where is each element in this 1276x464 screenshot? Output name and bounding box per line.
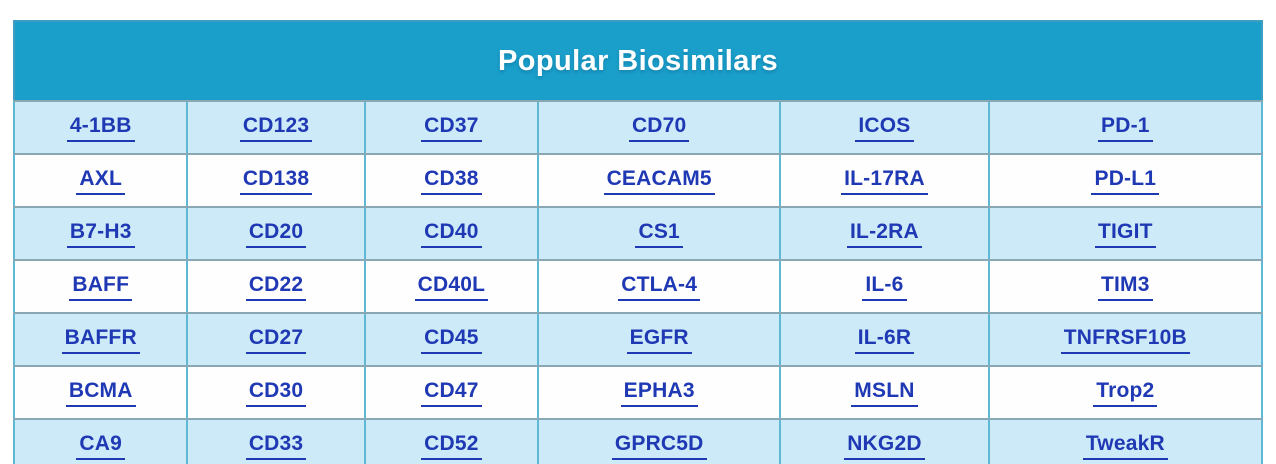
table-cell: CD33 [186,418,366,464]
biosimilar-link[interactable]: IL-17RA [841,167,928,195]
biosimilar-link[interactable]: CS1 [635,220,683,248]
table-cell: CD52 [363,418,540,464]
biosimilar-link[interactable]: EGFR [626,326,692,354]
table-cell: GPRC5D [537,418,782,464]
biosimilar-link[interactable]: 4-1BB [66,114,135,142]
biosimilar-link[interactable]: CD27 [245,326,307,354]
table-title: Popular Biosimilars [14,21,1262,102]
table-row: 4-1BB CD123 CD37 CD70 ICOS PD-1 [12,100,1264,155]
table-header-row: Popular Biosimilars [14,21,1262,102]
table-body: 4-1BB CD123 CD37 CD70 ICOS PD-1 AXL CD138 CD38 CE… [12,100,1264,464]
table-cell: CD37 [363,100,540,155]
biosimilar-link[interactable]: CD30 [245,379,307,407]
table-cell: TIM3 [987,259,1264,314]
table-cell: CD47 [363,365,540,420]
table-cell: CD20 [186,206,366,261]
biosimilar-link[interactable]: NKG2D [844,432,925,460]
table-cell: BCMA [12,365,189,420]
table-cell: CD70 [537,100,782,155]
biosimilar-link[interactable]: MSLN [851,379,918,407]
table-cell: IL-17RA [779,153,990,208]
table-cell: NKG2D [779,418,990,464]
biosimilar-link[interactable]: AXL [76,167,126,195]
biosimilar-link[interactable]: IL-6 [862,273,907,301]
table-cell: EPHA3 [537,365,782,420]
table-cell: CD40L [363,259,540,314]
biosimilar-link[interactable]: IL-6R [854,326,915,354]
biosimilar-link[interactable]: CD138 [239,167,313,195]
biosimilar-link[interactable]: CD123 [239,114,313,142]
biosimilar-link[interactable]: PD-L1 [1091,167,1160,195]
table-cell: IL-2RA [779,206,990,261]
biosimilar-link[interactable]: BCMA [65,379,136,407]
biosimilar-link[interactable]: CD37 [421,114,482,142]
table-cell: CEACAM5 [537,153,782,208]
table-cell: TIGIT [987,206,1264,261]
biosimilar-link[interactable]: CD70 [628,114,690,142]
biosimilar-link[interactable]: Trop2 [1093,379,1158,407]
table-cell: TweakR [987,418,1264,464]
biosimilar-link[interactable]: CEACAM5 [603,167,715,195]
table-cell: TNFRSF10B [987,312,1264,367]
table-cell: BAFFR [12,312,189,367]
table-row: BCMA CD30 CD47 EPHA3 MSLN Trop2 [12,365,1264,420]
table-cell: CD38 [363,153,540,208]
table-cell: CD123 [186,100,366,155]
table-cell: IL-6 [779,259,990,314]
biosimilar-link[interactable]: TweakR [1082,432,1168,460]
biosimilar-link[interactable]: CD38 [421,167,482,195]
table-row: BAFFR CD27 CD45 EGFR IL-6R TNFRSF10B [12,312,1264,367]
biosimilar-link[interactable]: CD45 [421,326,482,354]
table-cell: BAFF [12,259,189,314]
biosimilar-link[interactable]: GPRC5D [611,432,707,460]
table-row: AXL CD138 CD38 CEACAM5 IL-17RA PD-L1 [12,153,1264,208]
table-cell: CD40 [363,206,540,261]
biosimilar-link[interactable]: CD22 [245,273,307,301]
biosimilar-link[interactable]: CD52 [421,432,482,460]
table-row: B7-H3 CD20 CD40 CS1 IL-2RA TIGIT [12,206,1264,261]
table-cell: CD30 [186,365,366,420]
table-row: BAFF CD22 CD40L CTLA-4 IL-6 TIM3 [12,259,1264,314]
biosimilar-link[interactable]: CD40 [421,220,482,248]
biosimilar-link[interactable]: BAFF [69,273,133,301]
biosimilar-link[interactable]: CA9 [76,432,126,460]
biosimilar-link[interactable]: TIGIT [1094,220,1156,248]
biosimilar-link[interactable]: CD47 [421,379,482,407]
table-cell: EGFR [537,312,782,367]
biosimilar-link[interactable]: BAFFR [61,326,140,354]
table-cell: CD27 [186,312,366,367]
table-cell: CTLA-4 [537,259,782,314]
table-cell: CD138 [186,153,366,208]
biosimilar-link[interactable]: EPHA3 [620,379,698,407]
biosimilar-link[interactable]: ICOS [855,114,914,142]
table-cell: CD45 [363,312,540,367]
table-cell: B7-H3 [12,206,189,261]
biosimilar-link[interactable]: CD40L [414,273,489,301]
table-cell: ICOS [779,100,990,155]
table-cell: CS1 [537,206,782,261]
table-cell: MSLN [779,365,990,420]
table-cell: CA9 [12,418,189,464]
table-cell: PD-1 [987,100,1264,155]
table-cell: Trop2 [987,365,1264,420]
popular-biosimilars-table: Popular Biosimilars 4-1BB CD123 CD37 CD70 IC… [12,20,1264,464]
table-cell: IL-6R [779,312,990,367]
biosimilar-link[interactable]: TNFRSF10B [1060,326,1190,354]
table-cell: CD22 [186,259,366,314]
biosimilar-link[interactable]: IL-2RA [847,220,922,248]
table-cell: 4-1BB [12,100,189,155]
table-row: CA9 CD33 CD52 GPRC5D NKG2D TweakR [12,418,1264,464]
table-cell: AXL [12,153,189,208]
biosimilar-link[interactable]: CD20 [245,220,307,248]
biosimilar-link[interactable]: CD33 [245,432,307,460]
biosimilar-link[interactable]: PD-1 [1098,114,1153,142]
biosimilar-link[interactable]: TIM3 [1098,273,1153,301]
biosimilar-link[interactable]: CTLA-4 [618,273,701,301]
biosimilar-link[interactable]: B7-H3 [66,220,135,248]
table-cell: PD-L1 [987,153,1264,208]
